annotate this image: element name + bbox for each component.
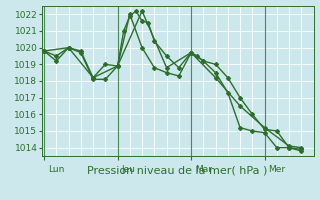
Text: Jeu: Jeu [121, 165, 135, 174]
X-axis label: Pression niveau de la mer( hPa ): Pression niveau de la mer( hPa ) [87, 166, 268, 176]
Text: Mar: Mar [195, 165, 212, 174]
Text: Lun: Lun [48, 165, 64, 174]
Text: Mer: Mer [268, 165, 285, 174]
